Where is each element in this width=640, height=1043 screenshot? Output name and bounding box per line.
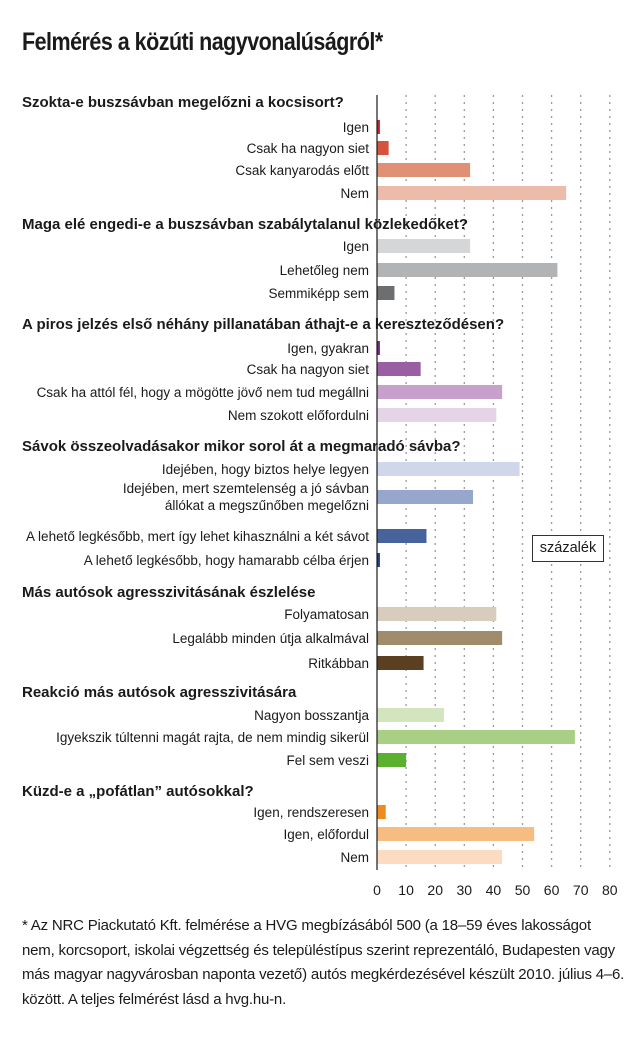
category-label: Csak ha nagyon siet [247,141,370,156]
category-label: állókat a megszűnőben megelőzni [165,498,369,513]
x-tick-label: 80 [602,882,618,898]
bar [377,462,520,476]
bar [377,631,503,645]
question-title: Sávok összeolvadásakor mikor sorol át a … [22,438,461,455]
bar [377,850,503,864]
bar [377,805,386,819]
bar [377,120,380,134]
x-tick-label: 30 [457,882,473,898]
bar [377,239,471,253]
category-label: Fel sem veszi [286,753,369,768]
x-tick-label: 70 [573,882,589,898]
bar [377,408,497,422]
category-label: Lehetőleg nem [280,263,369,278]
bar-chart: 0 10 20 30 40 50 60 70 80 Szokta-e buszsávban meg… [22,94,618,898]
bar [377,553,380,567]
category-label: Igyekszik túltenni magát rajta, de nem m… [56,730,369,745]
question-title: A piros jelzés első néhány pillanatában … [22,316,504,333]
bar [377,385,503,399]
category-label: Ritkábban [308,656,369,671]
category-label: Igen [343,239,369,254]
bar [377,186,567,200]
category-label: A lehető legkésőbb, mert így lehet kihas… [26,529,369,544]
category-label: Idejében, mert szemtelenség a jó sávban [123,481,369,496]
category-label: Igen, rendszeresen [253,805,369,820]
category-label: Nagyon bosszantja [254,708,369,723]
bar [377,163,471,177]
question-title: Maga elé engedi-e a buszsávban szabályta… [22,216,468,233]
unit-label-box: százalék [532,535,604,562]
x-tick-label: 10 [398,882,414,898]
bar [377,753,407,767]
category-label: Csak kanyarodás előtt [235,163,369,178]
category-label: Legalább minden útja alkalmával [172,631,369,646]
bar [377,263,558,277]
x-tick-label: 40 [486,882,502,898]
category-label: A lehető legkésőbb, hogy hamarabb célba … [84,553,369,568]
category-label: Folyamatosan [284,607,369,622]
category-label: Igen, előfordul [283,827,369,842]
category-label: Nem [340,850,369,865]
category-label: Csak ha nagyon siet [247,362,370,377]
bar [377,341,380,355]
bar [377,141,389,155]
footnote: * Az NRC Piackutató Kft. felmérése a HVG… [22,917,625,1008]
question-title: Más autósok agresszivitásának észlelése [22,584,316,601]
bar [377,708,444,722]
bar [377,607,497,621]
category-label: Nem szokott előfordulni [228,408,369,423]
bar [377,362,421,376]
category-label: Igen [343,120,369,135]
bar [377,286,395,300]
bar [377,730,575,744]
question-title: Küzd-e a „pofátlan” autósokkal? [22,783,254,800]
chart-title: Felmérés a közúti nagyvonalúságról* [22,28,383,56]
bar [377,827,535,841]
bar [377,529,427,543]
category-label: Csak ha attól fél, hogy a mögötte jövő n… [37,385,369,400]
x-tick-label: 20 [427,882,443,898]
bar [377,656,424,670]
category-label: Nem [340,186,369,201]
x-tick-label: 0 [373,882,381,898]
category-label: Semmiképp sem [268,286,369,301]
category-label: Igen, gyakran [287,341,369,356]
category-label: Idejében, hogy biztos helye legyen [162,462,369,477]
question-title: Szokta-e buszsávban megelőzni a kocsisor… [22,94,344,111]
bar [377,490,474,504]
x-tick-label: 50 [515,882,531,898]
x-tick-label: 60 [544,882,560,898]
question-title: Reakció más autósok agresszivitására [22,684,297,701]
